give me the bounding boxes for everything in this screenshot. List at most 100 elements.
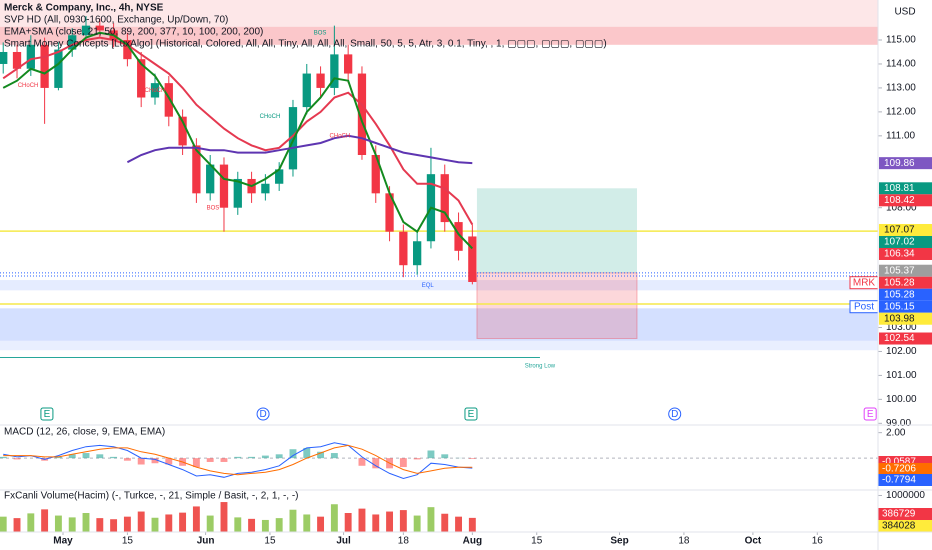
price-badge-label: 107.02 bbox=[884, 237, 915, 248]
volume-title: FxCanli Volume(Hacim) (-, Turkce, -, 21,… bbox=[4, 491, 299, 502]
histogram-bar bbox=[151, 458, 159, 464]
histogram-bar bbox=[317, 451, 325, 459]
price-badge bbox=[879, 264, 932, 277]
price-badge bbox=[879, 235, 932, 248]
histogram-bar bbox=[413, 458, 421, 460]
volume-bar bbox=[261, 519, 269, 532]
candle-body bbox=[192, 145, 201, 194]
volume-bar bbox=[303, 514, 311, 532]
candle-body bbox=[206, 164, 215, 194]
histogram-bar bbox=[303, 447, 311, 459]
volume-bar bbox=[192, 506, 200, 532]
histogram-bar bbox=[123, 458, 131, 461]
price-badge bbox=[879, 312, 932, 325]
volume-bar bbox=[96, 518, 104, 532]
x-tick-label: Oct bbox=[745, 536, 762, 547]
candle-body bbox=[150, 83, 160, 98]
candle-body bbox=[81, 25, 91, 36]
x-tick-label: Aug bbox=[463, 536, 482, 547]
price-badge-label: 102.54 bbox=[884, 333, 915, 344]
zone bbox=[0, 308, 878, 341]
zone bbox=[0, 280, 878, 291]
volume-bar bbox=[234, 517, 242, 532]
y-tick-label: 2.00 bbox=[886, 427, 906, 438]
price-badge bbox=[879, 223, 932, 236]
macd-badge-label: -0.7206 bbox=[882, 464, 916, 475]
candle-body bbox=[40, 44, 49, 88]
histogram-bar bbox=[206, 458, 214, 462]
volume-bar bbox=[372, 514, 380, 532]
histogram-bar bbox=[192, 458, 200, 468]
candle-body bbox=[344, 54, 353, 74]
event-marker bbox=[863, 407, 877, 421]
candle-body bbox=[288, 107, 298, 170]
volume-bar bbox=[137, 511, 145, 532]
annotation: CHoCH bbox=[330, 133, 351, 139]
zone bbox=[0, 26, 878, 45]
macd-badge bbox=[878, 474, 932, 486]
price-badge-label: 107.07 bbox=[884, 225, 915, 236]
volume-ma-label: 384028 bbox=[882, 521, 916, 532]
histogram-bar bbox=[248, 456, 256, 459]
y-tick-label: 103.00 bbox=[886, 322, 917, 333]
histogram-bar bbox=[165, 458, 173, 465]
histogram-bar bbox=[358, 458, 366, 466]
x-tick-label: Jun bbox=[197, 536, 215, 547]
volume-bar bbox=[399, 510, 407, 532]
candle-body bbox=[164, 83, 173, 117]
volume-bar bbox=[68, 517, 76, 532]
histogram-bar bbox=[468, 458, 476, 459]
histogram-bar bbox=[137, 458, 145, 465]
volume-bar bbox=[455, 516, 462, 532]
volume-bar bbox=[13, 518, 21, 532]
macd-badge-label: -0.0587 bbox=[882, 457, 916, 468]
histogram-bar bbox=[289, 449, 297, 459]
candle-body bbox=[95, 25, 104, 31]
histogram-bar bbox=[110, 456, 118, 459]
y-tick-label: 99.00 bbox=[886, 418, 911, 429]
annotation: Strong Low bbox=[525, 363, 556, 369]
y-tick-label: 1000000 bbox=[886, 490, 925, 501]
volume-bar bbox=[330, 504, 338, 532]
price-badge-label: 108.81 bbox=[884, 183, 915, 194]
histogram-bar bbox=[220, 458, 228, 462]
histogram-bar bbox=[96, 454, 104, 459]
stop-zone bbox=[476, 272, 638, 340]
candle-body bbox=[399, 231, 408, 266]
histogram-bar bbox=[372, 458, 380, 469]
price-badge-label: 105.28 bbox=[884, 289, 915, 300]
histogram-bar bbox=[54, 456, 62, 459]
price-badge bbox=[879, 300, 932, 313]
price-badge-label: 109.86 bbox=[884, 158, 915, 169]
candle-body bbox=[371, 155, 380, 194]
y-tick-label: 112.00 bbox=[886, 107, 916, 118]
indicator-legend: Smart Money Concepts [LuxAlgo] (Historic… bbox=[4, 39, 607, 50]
volume-bar bbox=[220, 502, 228, 532]
event-label: D bbox=[259, 409, 266, 420]
y-tick-label: 111.00 bbox=[886, 130, 916, 141]
volume-badge bbox=[878, 508, 932, 520]
event-label: E bbox=[468, 409, 475, 420]
price-badge-label: 106.34 bbox=[884, 249, 915, 260]
candle-body bbox=[0, 51, 8, 64]
event-marker bbox=[464, 407, 478, 421]
candle-body bbox=[12, 51, 22, 69]
volume-bar bbox=[41, 509, 49, 532]
volume-bar bbox=[358, 508, 366, 532]
price-badge bbox=[879, 194, 932, 207]
signal-line bbox=[3, 444, 473, 476]
x-tick-label: Sep bbox=[610, 536, 628, 547]
volume-bar bbox=[54, 515, 62, 532]
x-tick-label: May bbox=[53, 536, 73, 547]
y-tick-label: 114.00 bbox=[886, 59, 916, 70]
candle-body bbox=[26, 44, 35, 69]
currency[interactable]: USD bbox=[894, 7, 915, 18]
volume-badge-label: 386729 bbox=[882, 509, 916, 520]
indicator-legend: EMA+SMA (close, 21, 50, 89, 200, 377, 10… bbox=[4, 27, 263, 38]
annotation: BOS bbox=[314, 30, 327, 36]
event-marker bbox=[40, 407, 54, 421]
x-tick-label: 18 bbox=[398, 536, 410, 547]
histogram-bar bbox=[261, 455, 269, 459]
volume-bar bbox=[82, 513, 90, 532]
